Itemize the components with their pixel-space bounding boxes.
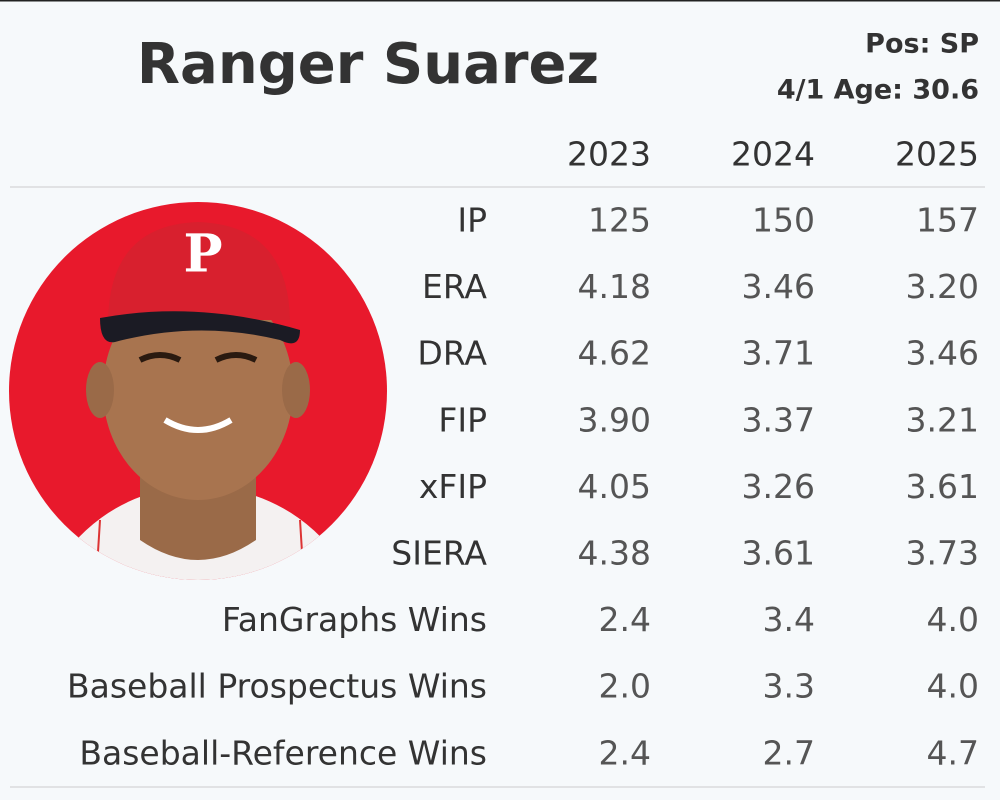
- stat-value: 3.3: [763, 667, 815, 706]
- stat-value: 150: [752, 201, 815, 240]
- column-header: 2024: [731, 135, 815, 174]
- age: 4/1 Age: 30.6: [777, 75, 979, 106]
- stat-value: 4.62: [578, 334, 651, 373]
- row-label: FIP: [438, 400, 487, 439]
- row-label: Baseball-Reference Wins: [79, 733, 487, 772]
- column-header: 2023: [567, 135, 651, 174]
- stat-value: 3.4: [763, 600, 815, 639]
- stat-value: 4.0: [927, 600, 979, 639]
- stat-value: 2.4: [599, 600, 651, 639]
- row-label: Baseball Prospectus Wins: [67, 667, 487, 706]
- stat-value: 3.37: [742, 400, 815, 439]
- stat-value: 125: [588, 201, 651, 240]
- stat-value: 2.7: [763, 733, 815, 772]
- stat-value: 3.26: [742, 467, 815, 506]
- stat-value: 4.38: [578, 534, 651, 573]
- row-label: SIERA: [391, 534, 487, 573]
- row-label: IP: [457, 201, 487, 240]
- column-header: 2025: [895, 135, 979, 174]
- row-label: ERA: [422, 267, 487, 306]
- stat-value: 3.20: [906, 267, 979, 306]
- stat-value: 3.21: [906, 400, 979, 439]
- stat-value: 3.61: [742, 534, 815, 573]
- row-label: DRA: [417, 334, 487, 373]
- player-name: Ranger Suarez: [137, 32, 599, 97]
- svg-text:P: P: [183, 224, 222, 285]
- stat-value: 157: [916, 201, 979, 240]
- stat-value: 4.05: [578, 467, 651, 506]
- stats-table: 2023 2024 2025 IP 125 150 157 ERA 4.18 3.46 3.20 DR…: [67, 135, 979, 773]
- stat-value: 4.0: [927, 667, 979, 706]
- stat-value: 3.46: [906, 334, 979, 373]
- stat-value: 2.4: [599, 733, 651, 772]
- stat-value: 3.90: [578, 400, 651, 439]
- stat-value: 3.61: [906, 467, 979, 506]
- row-label: FanGraphs Wins: [222, 600, 487, 639]
- stat-value: 3.71: [742, 334, 815, 373]
- row-label: xFIP: [419, 467, 487, 506]
- stat-value: 3.73: [906, 534, 979, 573]
- stat-value: 4.7: [927, 733, 979, 772]
- stat-value: 2.0: [599, 667, 651, 706]
- player-photo: P: [9, 202, 387, 580]
- stat-value: 4.18: [578, 267, 651, 306]
- position: Pos: SP: [865, 29, 979, 60]
- stat-value: 3.46: [742, 267, 815, 306]
